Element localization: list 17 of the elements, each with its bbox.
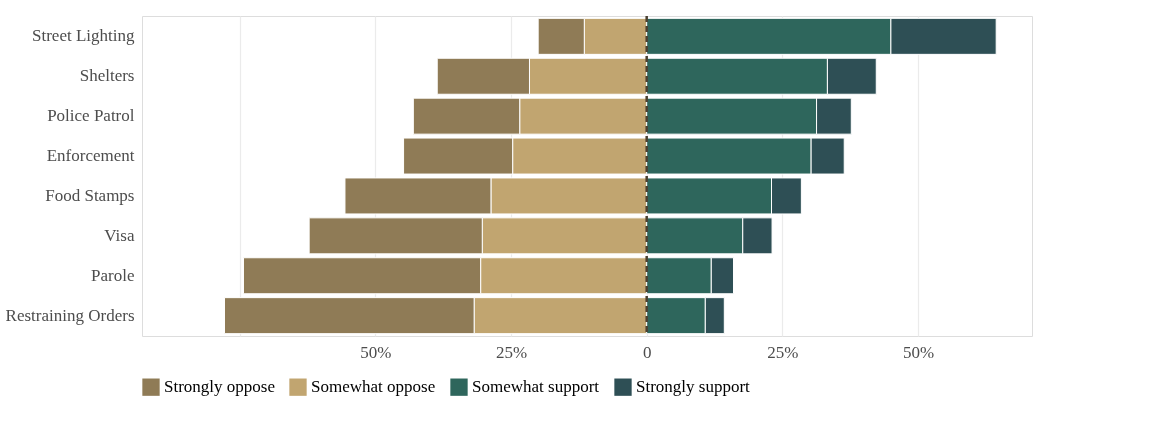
y-tick-label: Enforcement [46,146,135,166]
y-tick-label: Food Stamps [45,185,135,205]
legend-label: Strongly support [636,377,751,397]
y-tick-label: Visa [104,225,135,245]
y-tick-label: Parole [91,265,135,285]
legend-label: Somewhat support [472,377,600,397]
x-tick-label: 25% [495,342,528,362]
legend-label: Somewhat oppose [311,377,436,397]
x-tick-label: 25% [767,342,799,362]
x-tick-label: 50% [902,342,935,362]
y-tick-label: Shelters [79,66,135,86]
y-tick-label: Street Lighting [32,26,135,46]
x-tick-label: 0 [642,342,652,362]
y-tick-label: Restraining Orders [5,305,135,325]
y-tick-label: Police Patrol [47,106,135,126]
x-tick-label: 50% [360,342,392,362]
legend-label: Strongly oppose [164,377,275,397]
